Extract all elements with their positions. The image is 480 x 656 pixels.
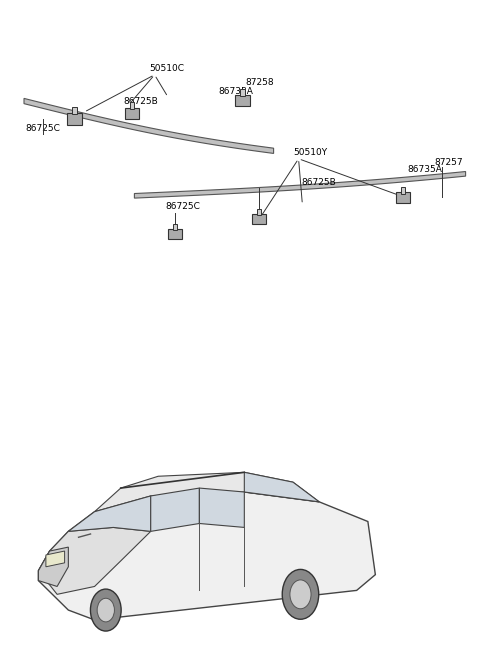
- Text: 50510Y: 50510Y: [293, 148, 327, 157]
- Bar: [173, 224, 177, 230]
- Bar: [130, 102, 134, 109]
- Bar: [168, 229, 182, 239]
- Polygon shape: [38, 492, 375, 620]
- Text: 50510C: 50510C: [149, 64, 184, 73]
- Text: 86735A: 86735A: [218, 87, 253, 96]
- Text: 86725C: 86725C: [166, 202, 201, 211]
- Bar: [72, 107, 76, 114]
- Polygon shape: [46, 551, 65, 567]
- Polygon shape: [95, 472, 319, 512]
- Bar: [240, 89, 244, 96]
- Bar: [396, 192, 410, 203]
- Bar: [401, 187, 405, 194]
- Text: 87257: 87257: [434, 157, 463, 167]
- Circle shape: [290, 580, 311, 609]
- Polygon shape: [199, 488, 244, 527]
- Bar: [235, 94, 250, 106]
- Bar: [125, 108, 139, 119]
- Polygon shape: [244, 472, 319, 502]
- Polygon shape: [151, 488, 199, 531]
- Polygon shape: [134, 171, 466, 198]
- Text: 87258: 87258: [246, 78, 275, 87]
- Text: 86725B: 86725B: [124, 97, 158, 106]
- Polygon shape: [68, 496, 151, 531]
- Circle shape: [90, 589, 121, 631]
- Polygon shape: [38, 547, 68, 586]
- Bar: [252, 214, 266, 224]
- Text: 86735A: 86735A: [407, 165, 442, 174]
- Text: 86725B: 86725B: [301, 178, 336, 187]
- Circle shape: [97, 598, 114, 622]
- Circle shape: [282, 569, 319, 619]
- Bar: [257, 209, 261, 215]
- Polygon shape: [38, 527, 151, 594]
- Text: 86725C: 86725C: [25, 124, 60, 133]
- Bar: [67, 113, 82, 125]
- Polygon shape: [24, 98, 274, 154]
